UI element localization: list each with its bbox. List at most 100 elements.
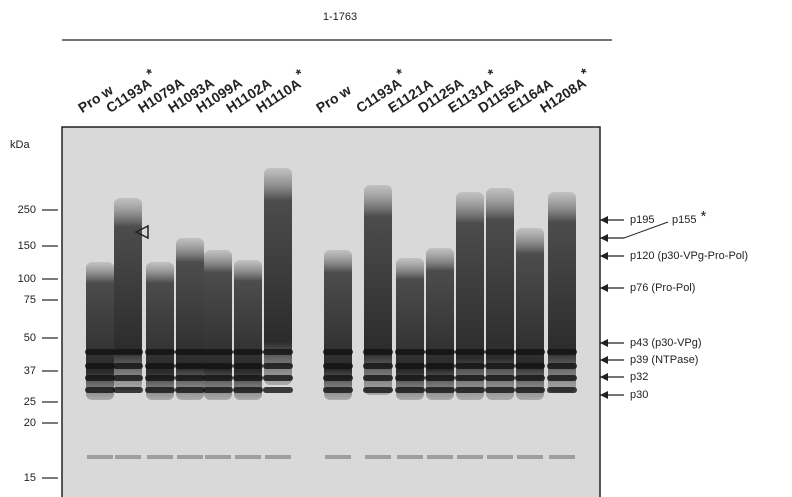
lane-smear [426, 248, 454, 400]
lane-band [263, 363, 293, 369]
lane-band [263, 349, 293, 355]
band-label: p76 (Pro-Pol) [630, 282, 695, 294]
marker-label: 100 [18, 273, 36, 285]
band-arrowhead [600, 252, 608, 260]
lane-band [85, 387, 115, 393]
lane-faint [427, 455, 453, 459]
lane-smear [324, 250, 352, 400]
lane-smear [114, 198, 142, 390]
lane-smear [548, 192, 576, 392]
lane-band [547, 375, 577, 381]
lane-faint [517, 455, 543, 459]
lane-band [113, 349, 143, 355]
lane-band [547, 387, 577, 393]
open-arrowhead [134, 224, 149, 240]
lane-band [203, 349, 233, 355]
lane-name: Pro w [313, 81, 354, 115]
lane-band [175, 349, 205, 355]
lane-band [113, 387, 143, 393]
lane-band [515, 363, 545, 369]
lane-band [547, 349, 577, 355]
band-label: p43 (p30-VPg) [630, 337, 702, 349]
lane-faint [365, 455, 391, 459]
lane-faint [457, 455, 483, 459]
lane-faint [205, 455, 231, 459]
lane-band [363, 363, 393, 369]
lane-faint [87, 455, 113, 459]
band-label: p120 (p30-VPg-Pro-Pol) [630, 250, 748, 262]
lane-band [485, 363, 515, 369]
lane-smear [176, 238, 204, 400]
lane-band [515, 387, 545, 393]
lane-band [323, 349, 353, 355]
marker-label: 20 [24, 417, 36, 429]
band-arrowhead [600, 373, 608, 381]
lane-band [203, 375, 233, 381]
lane-band [85, 349, 115, 355]
band-leader [623, 221, 669, 239]
lane-smear [516, 228, 544, 400]
lane-faint [235, 455, 261, 459]
lane-band [455, 349, 485, 355]
lane-band [233, 349, 263, 355]
lane-band [85, 363, 115, 369]
lane-band [113, 363, 143, 369]
lane-band [203, 387, 233, 393]
lane-band [145, 387, 175, 393]
lane-band [113, 375, 143, 381]
lane-band [175, 363, 205, 369]
band-mark: * [700, 208, 706, 225]
marker-label: 37 [24, 365, 36, 377]
band-arrowhead [600, 284, 608, 292]
lane-band [425, 387, 455, 393]
band-arrowhead [600, 216, 608, 224]
lane-faint [325, 455, 351, 459]
lane-label: Pro w [313, 81, 354, 115]
lane-faint [397, 455, 423, 459]
lane-band [233, 375, 263, 381]
marker-label: 15 [24, 472, 36, 484]
lane-smear [486, 188, 514, 400]
lane-band [233, 387, 263, 393]
lane-band [85, 375, 115, 381]
lane-band [425, 375, 455, 381]
lane-band [323, 387, 353, 393]
lane-band [363, 375, 393, 381]
band-label: p195 [630, 214, 654, 226]
lane-band [425, 349, 455, 355]
lane-smear [264, 168, 292, 385]
lane-band [145, 375, 175, 381]
lane-band [485, 375, 515, 381]
lane-faint [487, 455, 513, 459]
marker-label: 250 [18, 204, 36, 216]
band-label: p155 * [672, 208, 706, 226]
lane-faint [177, 455, 203, 459]
lane-band [395, 349, 425, 355]
lane-band [455, 387, 485, 393]
marker-label: 75 [24, 294, 36, 306]
band-label: p30 [630, 389, 648, 401]
lane-band [233, 363, 263, 369]
header-range: 1-1763 [323, 11, 357, 23]
lane-band [363, 349, 393, 355]
lane-band [175, 375, 205, 381]
band-label: p32 [630, 371, 648, 383]
lane-band [395, 387, 425, 393]
lane-band [263, 375, 293, 381]
lane-band [323, 363, 353, 369]
marker-label: 25 [24, 396, 36, 408]
lane-band [425, 363, 455, 369]
lane-band [395, 375, 425, 381]
lane-band [203, 363, 233, 369]
lane-faint [115, 455, 141, 459]
marker-unit: kDa [10, 139, 30, 151]
lane-band [263, 387, 293, 393]
band-arrowhead [600, 234, 608, 242]
lane-band [323, 375, 353, 381]
lane-faint [549, 455, 575, 459]
lane-band [395, 363, 425, 369]
lane-band [145, 349, 175, 355]
lane-band [485, 387, 515, 393]
band-arrowhead [600, 339, 608, 347]
lane-band [175, 387, 205, 393]
